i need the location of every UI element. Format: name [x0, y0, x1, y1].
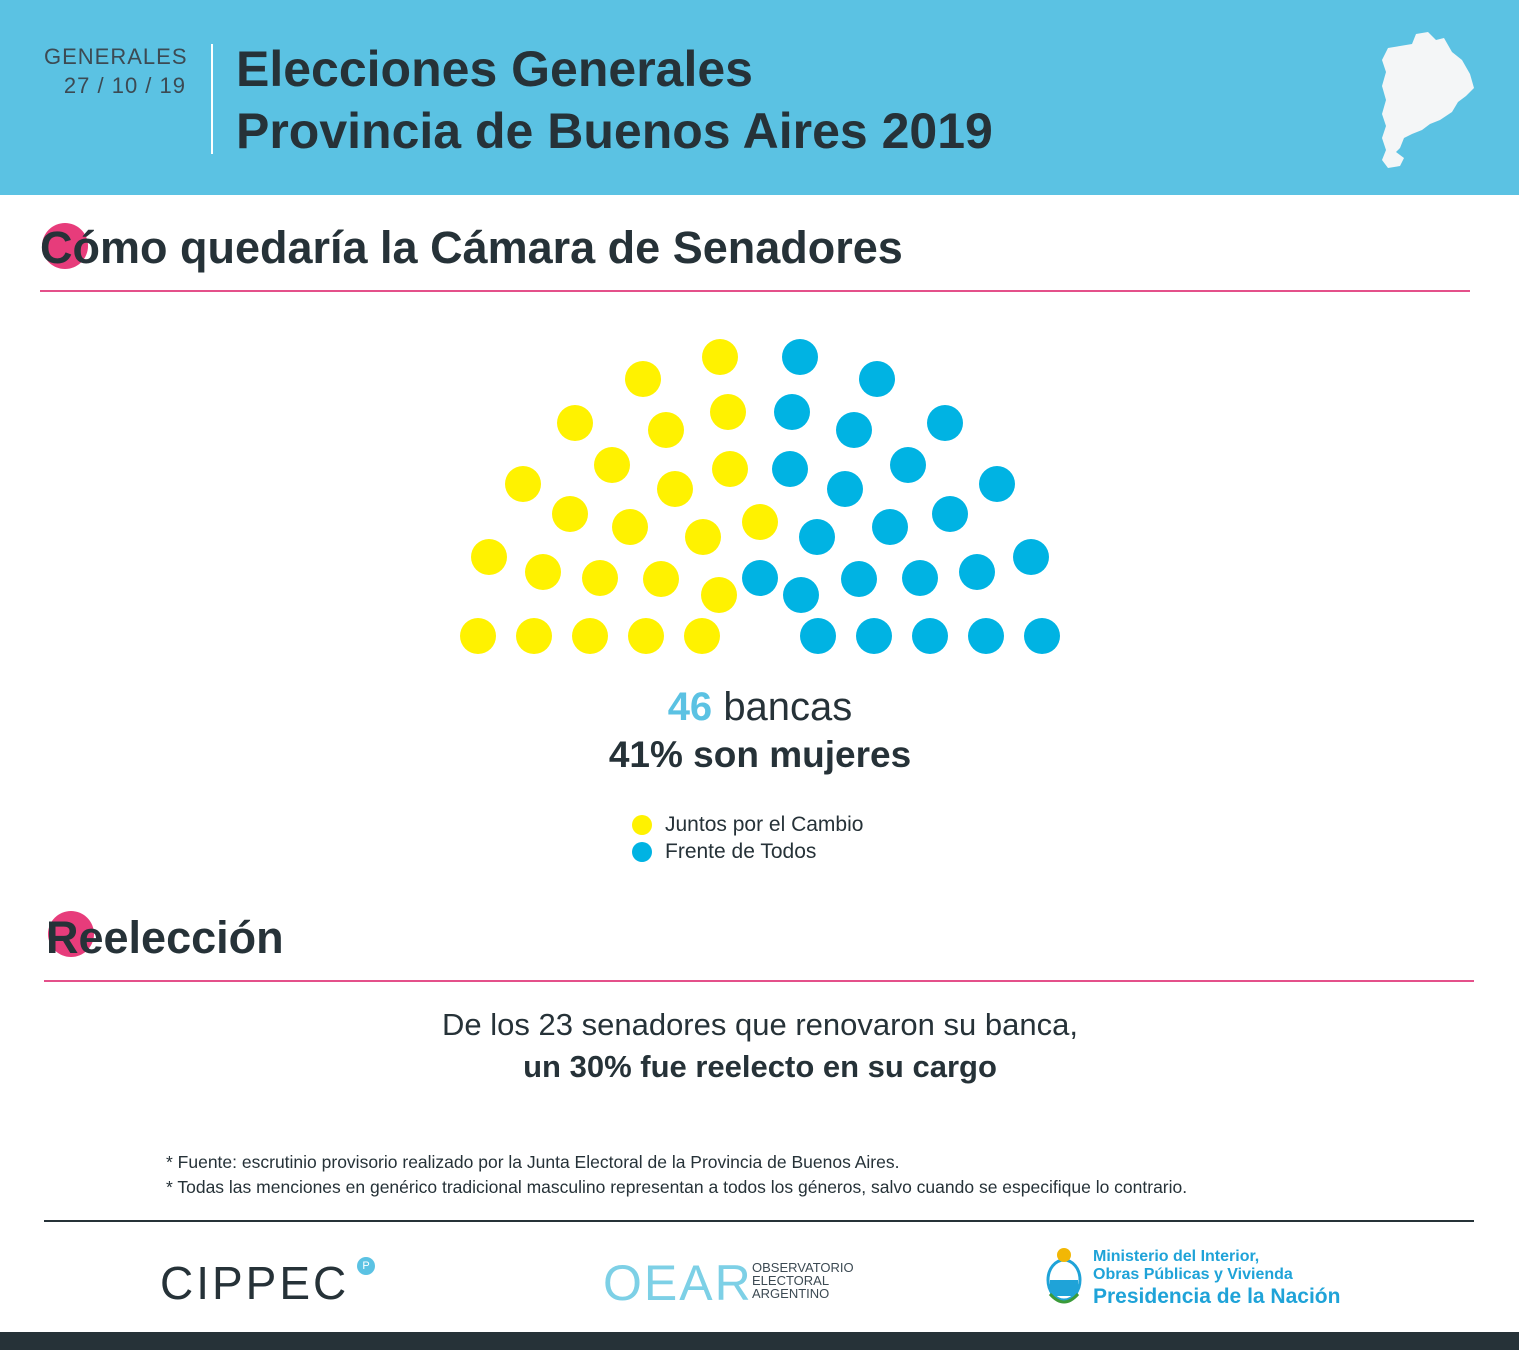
oear-logo-text: OBSERVATORIO ELECTORAL ARGENTINO — [752, 1261, 854, 1300]
reelection-line2: un 30% fue reelecto en su cargo — [523, 1049, 997, 1084]
seat-frente — [799, 519, 835, 556]
seat-frente — [782, 338, 819, 375]
ministerio-logo: Ministerio del Interior, Obras Públicas … — [1093, 1248, 1340, 1310]
reelection-line1: De los 23 senadores que renovaron su ban… — [442, 1007, 1078, 1042]
election-date: 27 / 10 / 19 — [63, 73, 186, 98]
women-share-text: 41% son mujeres — [608, 734, 912, 775]
total-seats-line: 46 bancas — [460, 682, 1060, 732]
seat-frente — [958, 554, 995, 591]
seat-frente — [783, 576, 819, 613]
election-type-label: GENERALES — [44, 44, 188, 69]
seat-juntos — [504, 465, 541, 502]
oear-line1: OBSERVATORIO — [752, 1260, 854, 1275]
seat-frente — [889, 447, 926, 484]
coat-of-arms-icon — [1046, 1248, 1082, 1304]
footnote-gender: * Todas las menciones en genérico tradic… — [166, 1177, 1188, 1197]
oear-line2: ELECTORAL — [752, 1273, 830, 1288]
header-divider — [211, 44, 213, 154]
seat-frente — [800, 618, 836, 654]
seat-frente — [872, 508, 909, 545]
seat-juntos — [471, 538, 508, 575]
seat-frente — [771, 450, 808, 487]
legend-label-juntos: Juntos por el Cambio — [665, 813, 864, 836]
seat-juntos — [712, 450, 749, 487]
seat-frente — [968, 618, 1004, 654]
seat-juntos — [525, 554, 562, 591]
page-title: Elecciones Generales Provincia de Buenos… — [236, 38, 993, 162]
seat-juntos — [628, 618, 664, 654]
cippec-logo: CIPPEC — [160, 1257, 350, 1309]
seat-juntos — [684, 618, 720, 654]
ministerio-line1: Ministerio del Interior, — [1093, 1248, 1260, 1265]
seat-frente — [859, 361, 896, 398]
legend-item-frente: Frente de Todos — [632, 838, 863, 865]
chamber-stats: 46 bancas 41% son mujeres — [460, 682, 1060, 778]
seat-juntos — [701, 338, 738, 375]
ministerio-line3: Presidencia de la Nación — [1093, 1285, 1341, 1308]
seat-juntos — [594, 447, 630, 484]
seat-frente — [926, 404, 963, 441]
legend-label-frente: Frente de Todos — [665, 840, 817, 863]
chamber-legend: Juntos por el Cambio Frente de Todos — [632, 811, 863, 865]
seat-frente — [856, 618, 892, 654]
seat-frente — [840, 561, 877, 597]
seat-frente — [901, 559, 938, 596]
seat-juntos — [557, 404, 594, 441]
header-banner: GENERALES 27 / 10 / 19 Elecciones Genera… — [0, 0, 1519, 195]
seat-juntos — [624, 361, 661, 398]
reelection-summary: De los 23 senadores que renovaron su ban… — [200, 1004, 1320, 1088]
ministerio-line2: Obras Públicas y Vivienda — [1093, 1266, 1293, 1283]
page-title-line2: Provincia de Buenos Aires 2019 — [236, 103, 993, 159]
reelection-section-title-text: Reelección — [46, 912, 284, 963]
senate-section-rule — [40, 290, 1470, 292]
seat-juntos — [643, 561, 680, 597]
seat-juntos — [551, 495, 588, 532]
buenos-aires-map-icon — [1382, 32, 1474, 168]
seat-frente — [827, 470, 863, 507]
footnote-source: * Fuente: escrutinio provisorio realizad… — [166, 1152, 900, 1172]
legend-swatch-juntos — [632, 815, 652, 835]
total-seats-label: bancas — [723, 685, 853, 729]
oear-logo: OEAR — [603, 1255, 753, 1311]
seat-juntos — [700, 576, 737, 613]
footer-rule — [44, 1220, 1474, 1222]
seat-frente — [979, 465, 1016, 502]
seat-juntos — [516, 618, 552, 654]
seat-frente — [774, 394, 811, 431]
seat-frente — [1012, 538, 1049, 575]
page-title-line1: Elecciones Generales — [236, 41, 753, 97]
seat-juntos — [709, 394, 746, 431]
seat-frente — [1024, 618, 1060, 654]
seat-juntos — [657, 470, 693, 507]
seat-juntos — [460, 618, 496, 654]
seat-juntos — [742, 504, 778, 540]
title-accent-dot — [42, 223, 88, 269]
reelection-section-rule — [44, 980, 1474, 982]
seat-juntos — [572, 618, 608, 654]
election-date-block: GENERALES 27 / 10 / 19 — [44, 42, 188, 100]
seat-frente — [912, 618, 948, 654]
footnotes: * Fuente: escrutinio provisorio realizad… — [166, 1150, 1187, 1200]
legend-swatch-frente — [632, 842, 652, 862]
seat-juntos — [648, 412, 685, 449]
seat-frente — [835, 412, 872, 449]
cippec-badge-icon: P — [357, 1257, 375, 1275]
total-seats-number: 46 — [667, 685, 713, 729]
legend-item-juntos: Juntos por el Cambio — [632, 811, 863, 838]
seat-juntos — [685, 519, 721, 556]
senate-section-title-text: Cómo quedaría la Cámara de Senadores — [40, 222, 903, 273]
seat-juntos — [582, 559, 619, 596]
reelection-section-title: Reelección — [46, 911, 284, 964]
title-accent-dot — [48, 911, 94, 957]
seat-frente — [742, 560, 778, 596]
seat-frente — [932, 495, 969, 532]
bottom-bar — [0, 1332, 1519, 1350]
seat-juntos — [611, 508, 648, 545]
oear-line3: ARGENTINO — [752, 1286, 830, 1301]
senate-section-title: Cómo quedaría la Cámara de Senadores — [40, 222, 903, 274]
